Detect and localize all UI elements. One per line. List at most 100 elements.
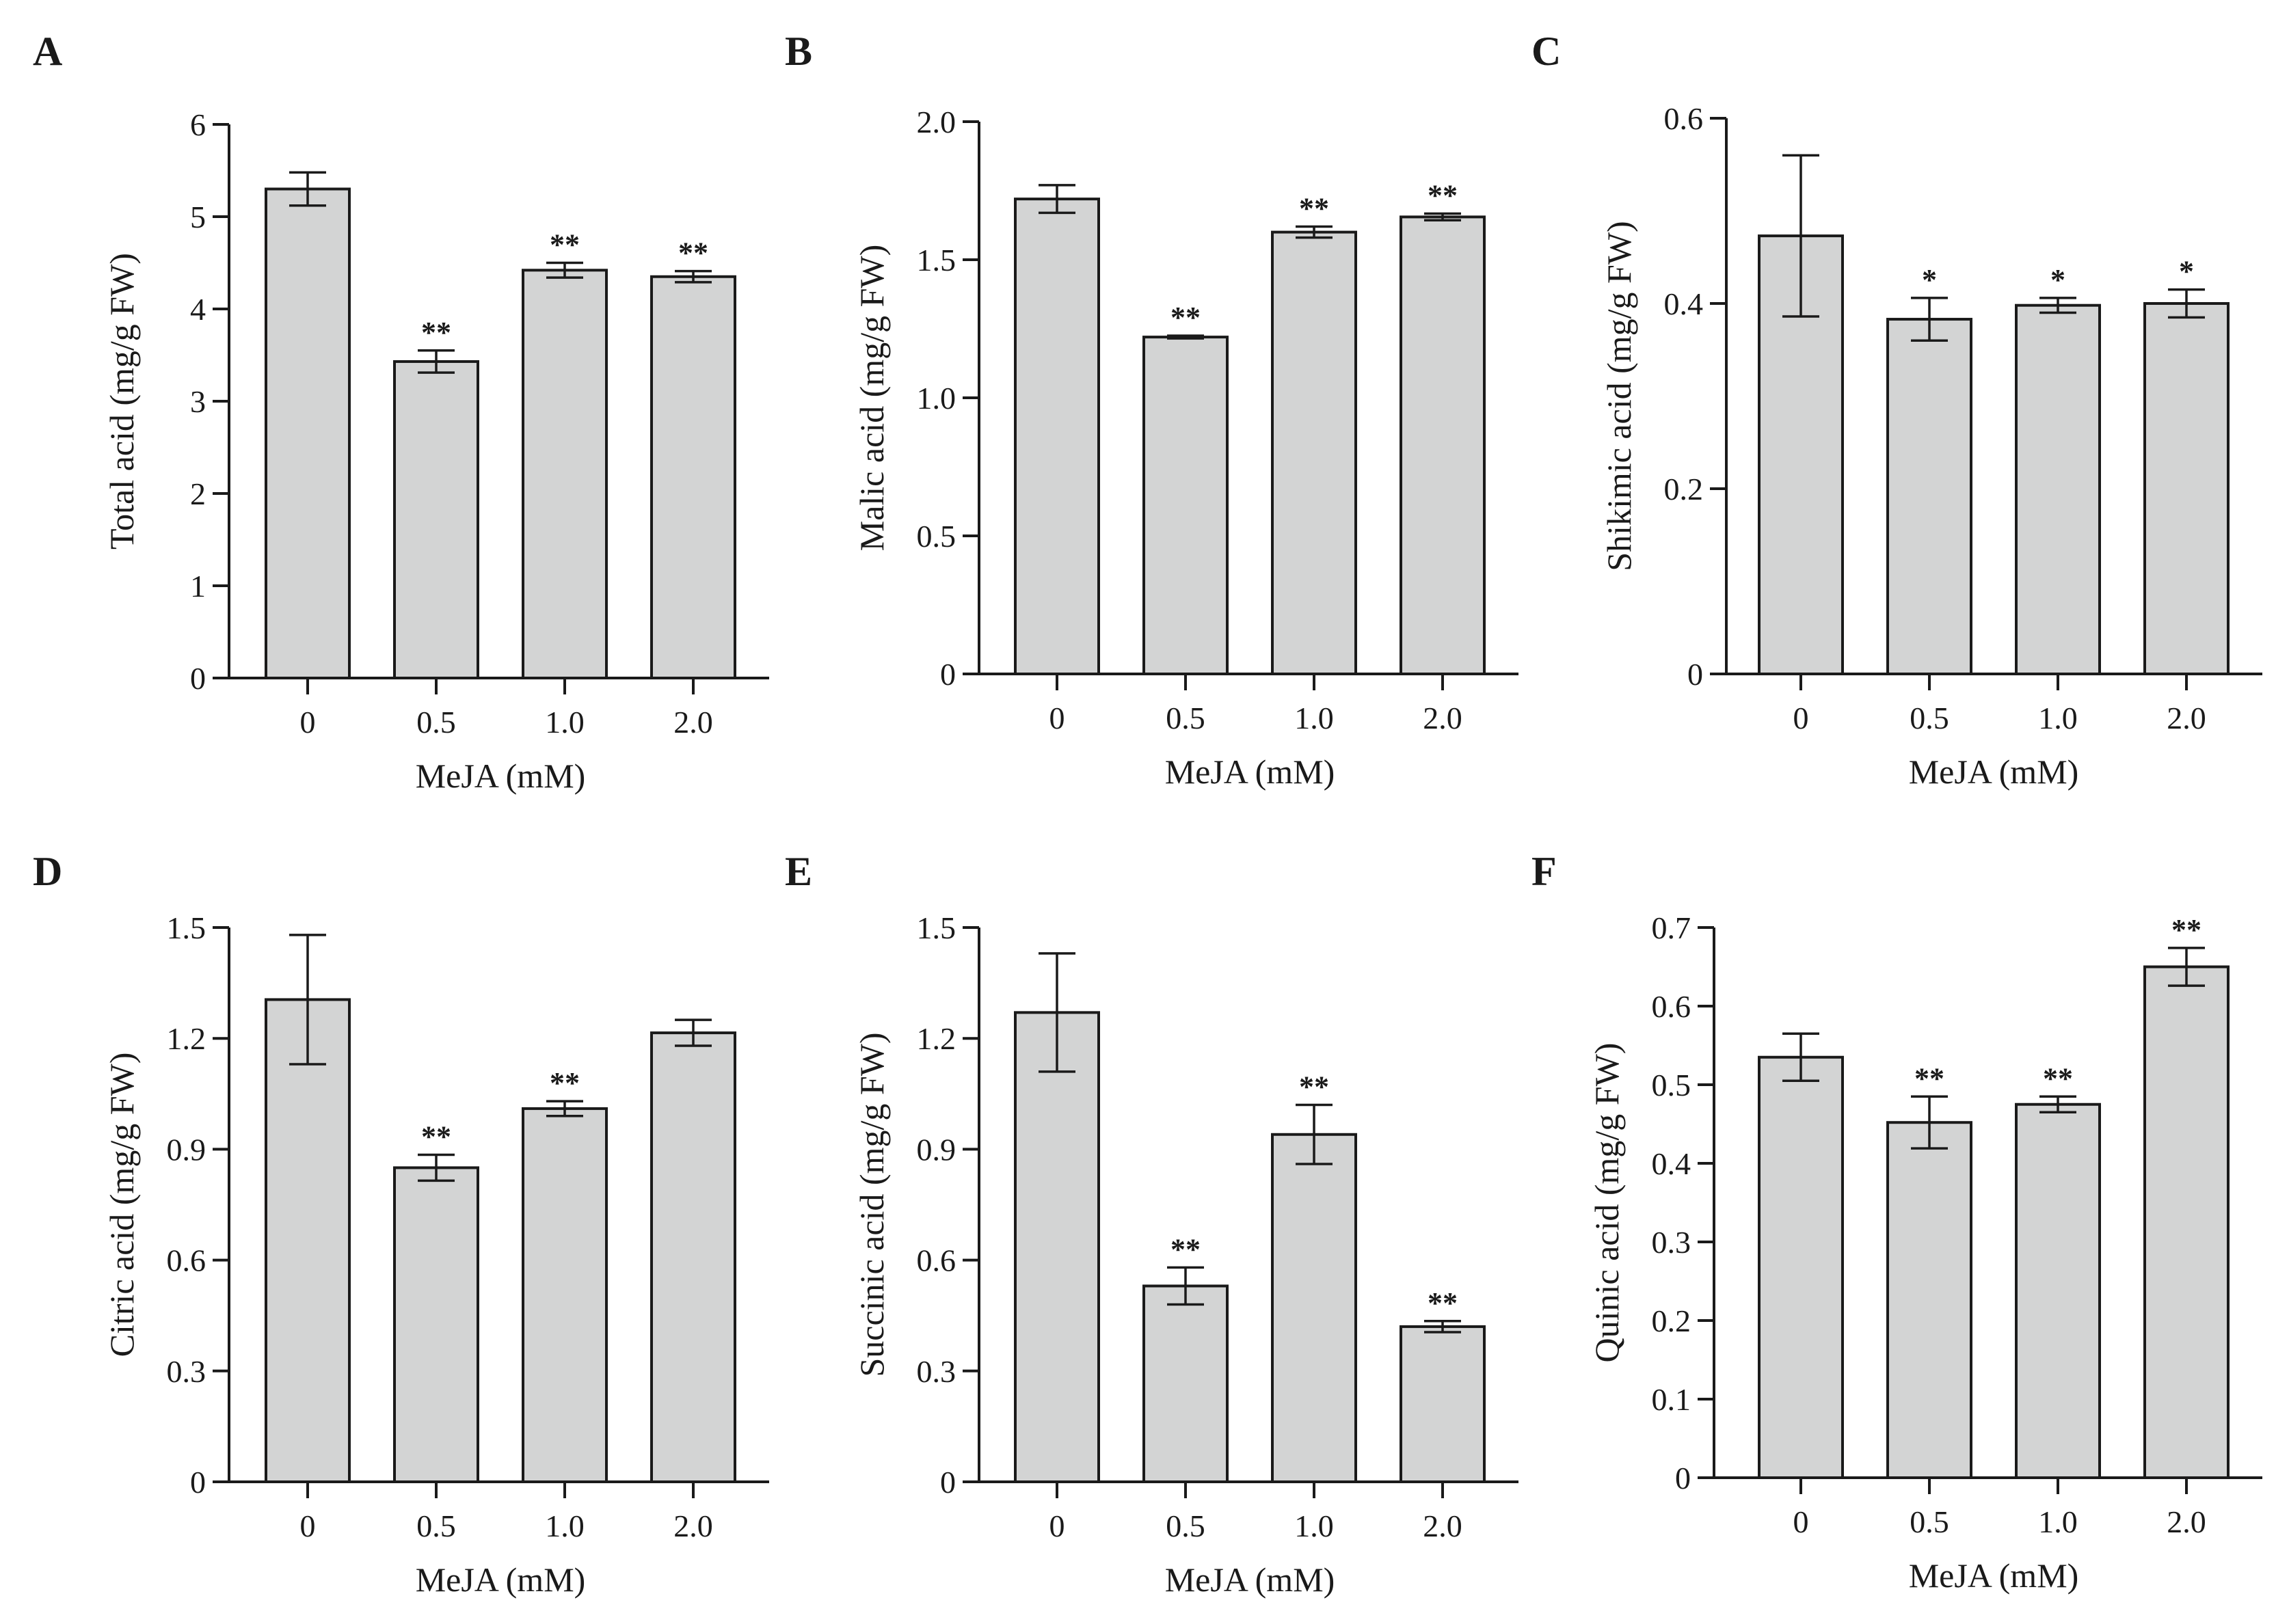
x-tick-label: 1.0: [2038, 1504, 2078, 1539]
significance-marker: **: [1428, 179, 1458, 213]
significance-marker: **: [1914, 1061, 1944, 1095]
y-axis-title: Succinic acid (mg/g FW): [853, 1032, 891, 1377]
y-tick-label: 0.5: [917, 519, 956, 554]
x-tick-label: 2.0: [673, 1508, 713, 1543]
y-tick-label: 0.2: [1652, 1303, 1691, 1338]
y-tick-label: 0.3: [1652, 1225, 1691, 1260]
significance-marker: *: [2179, 255, 2194, 288]
y-tick-label: 0: [940, 1465, 956, 1500]
bar: [522, 1107, 608, 1483]
x-tick-label: 0: [1793, 1504, 1809, 1539]
y-tick-label: 0.6: [167, 1243, 206, 1278]
significance-marker: **: [421, 1120, 451, 1154]
y-axis-title: Total acid (mg/g FW): [103, 253, 141, 550]
y-tick-label: 0.6: [1664, 101, 1704, 136]
panel-b: B 0 0.5 1.0 1.5 2.0 Malic acid (mg/g FW) 0 ** 0.5…: [785, 29, 1518, 791]
y-tick-label: 1.2: [917, 1021, 956, 1056]
y-tick-label: 0: [190, 661, 206, 696]
bar: [1142, 336, 1229, 675]
bar: [1142, 1284, 1229, 1483]
panel-c: C 0 0.2 0.4 0.6 Shikimic acid (mg/g FW) 0 * 0.5 *…: [1531, 29, 2262, 791]
y-tick-label: 0.1: [1652, 1382, 1691, 1417]
y-axis-title: Shikimic acid (mg/g FW): [1600, 221, 1638, 571]
significance-marker: **: [1299, 1070, 1329, 1104]
x-tick-label: 0.5: [416, 1508, 456, 1543]
x-axis-title: MeJA (mM): [1165, 1560, 1335, 1599]
bar: [2143, 302, 2230, 675]
y-tick-label: 0.5: [1652, 1068, 1691, 1102]
y-tick-label: 0.6: [1652, 989, 1691, 1024]
panel-d: D 0 0.3 0.6 0.9 1.2 1.5 Citric acid (mg/g FW) 0 *…: [33, 849, 769, 1599]
y-tick-label: 0.3: [917, 1354, 956, 1389]
x-tick-label: 1.0: [1294, 1508, 1334, 1543]
panel-letter: C: [1531, 29, 1561, 74]
y-tick-label: 0.4: [1664, 286, 1704, 321]
x-tick-label: 0.5: [416, 705, 456, 740]
y-tick-label: 0.3: [167, 1354, 206, 1389]
bar: [1014, 198, 1100, 675]
y-tick-label: 2.0: [917, 105, 956, 139]
panel-e: E 0 0.3 0.6 0.9 1.2 1.5 Succinic acid (mg/g FW)…: [785, 849, 1518, 1599]
panel-letter: A: [33, 29, 62, 74]
bar: [393, 360, 479, 679]
bar: [393, 1166, 479, 1484]
bar: [2015, 1102, 2101, 1479]
x-tick-label: 0.5: [1910, 1504, 1949, 1539]
x-tick-label: 1.0: [545, 1508, 585, 1543]
y-tick-label: 1.5: [917, 243, 956, 278]
panel-f: F 0 0.1 0.2 0.3 0.4 0.5 0.6 0.7 Quinic acid (mg/g…: [1531, 849, 2262, 1595]
bar: [2015, 303, 2101, 675]
x-tick-label: 0.5: [1910, 701, 1949, 735]
significance-marker: **: [550, 228, 580, 262]
bar: [1400, 215, 1486, 675]
y-tick-label: 0: [1675, 1461, 1691, 1496]
x-axis-title: MeJA (mM): [416, 1560, 586, 1599]
x-tick-label: 0: [300, 1508, 316, 1543]
bar: [1886, 318, 1972, 676]
x-tick-label: 2.0: [2167, 701, 2206, 735]
x-axis-title: MeJA (mM): [1909, 753, 2079, 791]
y-tick-label: 0.4: [1652, 1146, 1691, 1181]
y-tick-label: 0.6: [917, 1243, 956, 1278]
significance-marker: **: [550, 1066, 580, 1100]
significance-marker: **: [1299, 192, 1329, 226]
significance-marker: **: [1170, 301, 1201, 334]
bar: [522, 269, 608, 679]
y-axis-title: Citric acid (mg/g FW): [103, 1053, 141, 1357]
y-tick-label: 0: [940, 657, 956, 692]
x-tick-label: 0.5: [1166, 701, 1205, 735]
bar: [265, 187, 351, 679]
bar: [650, 1031, 736, 1483]
y-tick-label: 1.5: [917, 910, 956, 945]
y-tick-label: 0.9: [167, 1132, 206, 1167]
y-axis-title: Malic acid (mg/g FW): [853, 245, 891, 552]
bar: [1758, 234, 1844, 675]
bar: [1271, 230, 1357, 676]
y-tick-label: 3: [190, 384, 206, 419]
x-tick-label: 0: [1049, 701, 1065, 735]
y-tick-label: 1.0: [917, 381, 956, 416]
significance-marker: **: [2043, 1061, 2073, 1095]
bar: [1271, 1133, 1357, 1483]
x-tick-label: 2.0: [1423, 701, 1462, 735]
x-tick-label: 2.0: [2167, 1504, 2206, 1539]
x-tick-label: 1.0: [1294, 701, 1334, 735]
x-tick-label: 1.0: [545, 705, 585, 740]
y-tick-label: 4: [190, 292, 206, 327]
significance-marker: **: [1170, 1232, 1201, 1266]
y-tick-label: 0.9: [917, 1132, 956, 1167]
y-tick-label: 1: [190, 569, 206, 604]
y-tick-label: 0: [190, 1465, 206, 1500]
bar: [1886, 1121, 1972, 1479]
x-tick-label: 1.0: [2038, 701, 2078, 735]
bar: [1400, 1325, 1486, 1484]
x-tick-label: 0: [1049, 1508, 1065, 1543]
x-tick-label: 0: [1793, 701, 1809, 735]
x-tick-label: 0: [300, 705, 316, 740]
panel-a: A 0 1 2 3 4 5 6 Total acid (mg/g FW) 0 ** 0.5 ** 1.0 *…: [33, 29, 769, 795]
x-tick-label: 2.0: [1423, 1508, 1462, 1543]
significance-marker: *: [2050, 263, 2065, 297]
y-tick-label: 0.7: [1652, 910, 1691, 945]
y-axis-title: Quinic acid (mg/g FW): [1588, 1043, 1626, 1363]
